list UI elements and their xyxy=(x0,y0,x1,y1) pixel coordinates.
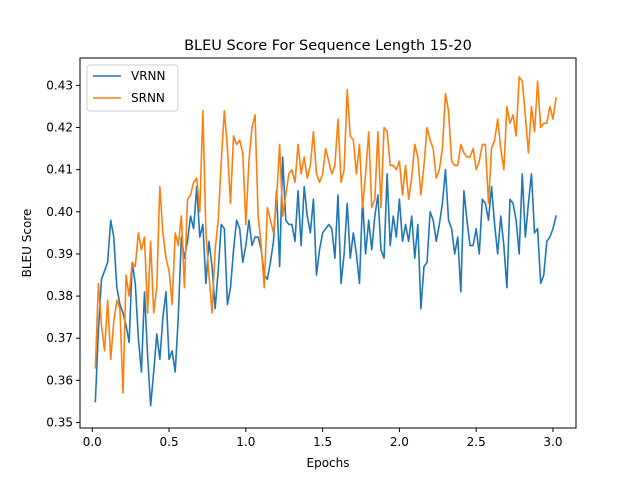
y-tick-label: 0.38 xyxy=(46,289,73,303)
y-tick-label: 0.40 xyxy=(46,205,73,219)
y-axis-label: BLEU Score xyxy=(20,209,34,278)
x-axis-label: Epochs xyxy=(307,456,350,470)
x-tick-label: 0.5 xyxy=(160,435,179,449)
chart-title: BLEU Score For Sequence Length 15-20 xyxy=(184,38,472,54)
y-tick-label: 0.43 xyxy=(46,78,73,92)
plot-frame xyxy=(79,57,577,429)
x-tick-label: 2.5 xyxy=(467,435,486,449)
y-axis: 0.35 0.36 0.37 0.38 0.39 0.40 0.41 0.42 0.43 xyxy=(46,78,80,430)
y-tick-label: 0.36 xyxy=(46,373,73,387)
x-tick-label: 2.0 xyxy=(390,435,409,449)
x-tick-label: 3.0 xyxy=(543,435,562,449)
legend-label-srnn: SRNN xyxy=(131,91,165,105)
y-tick-label: 0.42 xyxy=(46,121,73,135)
legend-label-vrnn: VRNN xyxy=(131,69,166,83)
x-tick-label: 0.0 xyxy=(83,435,102,449)
y-tick-label: 0.41 xyxy=(46,163,73,177)
y-tick-label: 0.39 xyxy=(46,247,73,261)
x-tick-label: 1.5 xyxy=(313,435,332,449)
x-axis: 0.0 0.5 1.0 1.5 2.0 2.5 3.0 xyxy=(83,428,563,449)
plot-lines xyxy=(94,76,558,407)
series-line-srnn xyxy=(94,76,557,394)
legend: VRNN SRNN xyxy=(86,64,179,112)
y-tick-label: 0.37 xyxy=(46,331,73,345)
x-tick-label: 1.0 xyxy=(236,435,255,449)
series-line-vrnn xyxy=(94,156,558,407)
y-tick-label: 0.35 xyxy=(46,416,73,430)
